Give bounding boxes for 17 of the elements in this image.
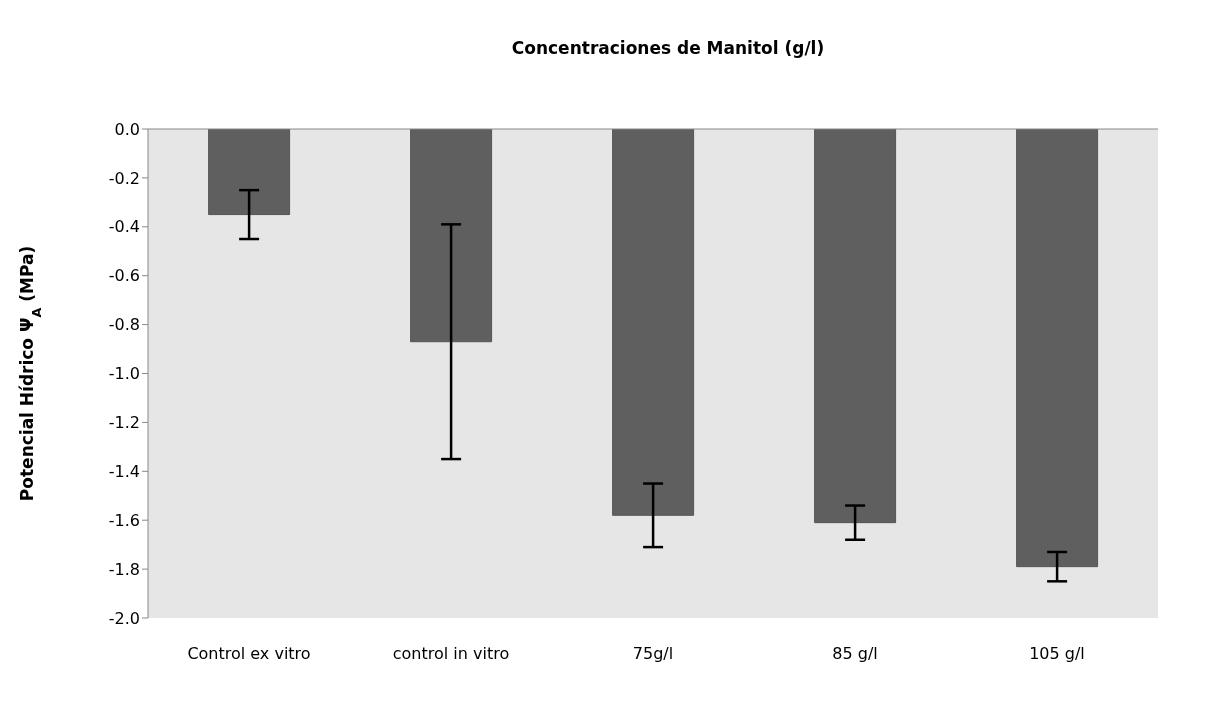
x-tick-label: control in vitro bbox=[392, 644, 510, 664]
y-tick-label: -0.4 bbox=[108, 217, 140, 237]
chart-title: Concentraciones de Manitol (g/l) bbox=[510, 37, 826, 60]
y-tick-label: -0.6 bbox=[108, 266, 140, 286]
y-tick-label: -1.0 bbox=[108, 364, 140, 384]
y-tick-label: -2.0 bbox=[108, 608, 140, 628]
y-tick-label: -1.2 bbox=[108, 413, 140, 433]
y-tick-label: 0.0 bbox=[114, 119, 140, 139]
x-tick-label: 85 g/l bbox=[832, 644, 878, 664]
x-tick-label: 75g/l bbox=[632, 644, 674, 664]
x-tick-label: 105 g/l bbox=[1029, 644, 1085, 664]
y-tick-label: -0.2 bbox=[108, 168, 140, 188]
x-tick-label: Control ex vitro bbox=[187, 644, 311, 664]
y-tick-label: -1.6 bbox=[108, 510, 140, 530]
y-tick-label: -1.4 bbox=[108, 461, 140, 481]
y-tick-label: -1.8 bbox=[108, 559, 140, 579]
y-tick-label: -0.8 bbox=[108, 315, 140, 335]
